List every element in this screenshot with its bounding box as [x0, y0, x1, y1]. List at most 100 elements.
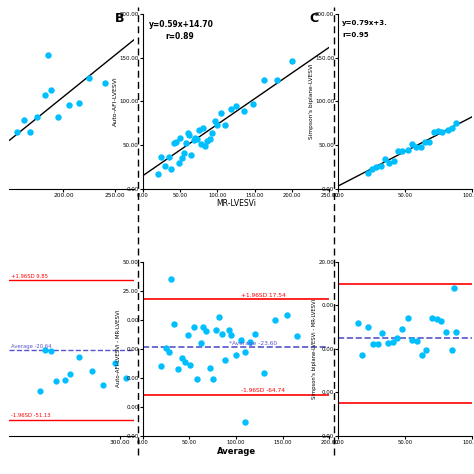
Point — [175, 159, 182, 167]
Point — [422, 346, 430, 354]
Point — [191, 135, 199, 142]
Point — [75, 353, 82, 361]
Point — [232, 102, 240, 110]
Point — [391, 157, 398, 165]
Point — [428, 314, 436, 322]
Point — [216, 314, 223, 321]
Point — [421, 139, 429, 146]
Point — [225, 326, 232, 334]
Point — [75, 99, 83, 107]
Point — [100, 381, 107, 389]
Point — [393, 334, 401, 341]
Y-axis label: Auto-AFI-LVESVi: Auto-AFI-LVESVi — [113, 77, 118, 126]
Point — [355, 319, 362, 327]
Point — [448, 124, 456, 132]
Point — [412, 143, 419, 151]
Point — [232, 351, 240, 358]
Point — [435, 127, 442, 135]
Point — [161, 163, 169, 170]
Point — [122, 374, 129, 382]
Text: r=0.95: r=0.95 — [342, 32, 369, 37]
Text: +1.96SD 17.54: +1.96SD 17.54 — [241, 293, 285, 298]
Point — [358, 351, 366, 359]
Point — [242, 419, 249, 426]
Point — [203, 137, 211, 145]
Point — [288, 57, 296, 65]
Point — [430, 128, 438, 136]
Point — [27, 128, 34, 136]
Point — [240, 107, 247, 115]
Point — [384, 339, 392, 346]
Point — [185, 131, 193, 138]
Y-axis label: Simpson's biplane-LVESVi - MR-LVESVi: Simpson's biplane-LVESVi - MR-LVESVi — [312, 299, 317, 399]
Point — [260, 369, 268, 376]
Text: -1.96SD -64.74: -1.96SD -64.74 — [241, 388, 285, 393]
Point — [174, 365, 182, 373]
Point — [85, 74, 93, 82]
Point — [66, 370, 74, 377]
Point — [293, 332, 301, 339]
Text: C: C — [309, 12, 318, 26]
X-axis label: Average: Average — [217, 447, 255, 456]
Point — [389, 338, 397, 346]
Point — [399, 147, 406, 155]
Point — [219, 330, 226, 338]
Point — [195, 127, 202, 134]
Point — [419, 351, 426, 359]
Text: y=0.79x+3.: y=0.79x+3. — [342, 20, 388, 27]
Point — [188, 152, 195, 159]
Point — [273, 76, 281, 84]
Point — [89, 367, 96, 375]
Point — [218, 109, 225, 117]
Text: B: B — [114, 12, 124, 26]
Point — [452, 119, 459, 127]
Point — [42, 346, 49, 354]
Point — [206, 364, 214, 371]
Point — [165, 349, 173, 356]
Text: -1.96SD -51.13: -1.96SD -51.13 — [10, 413, 50, 419]
Point — [167, 165, 175, 173]
Point — [44, 51, 52, 59]
Point — [251, 330, 259, 338]
Point — [170, 139, 178, 147]
Point — [193, 375, 201, 383]
Point — [13, 128, 20, 136]
Point — [249, 100, 257, 108]
Point — [368, 165, 375, 173]
Point — [209, 375, 217, 383]
Point — [242, 348, 249, 356]
Point — [212, 326, 219, 333]
Point — [61, 376, 69, 384]
Point — [364, 169, 372, 177]
Point — [374, 340, 382, 348]
Text: *Average -23.60: *Average -23.60 — [228, 340, 277, 346]
Point — [182, 139, 190, 147]
Point — [179, 154, 186, 162]
Point — [47, 86, 55, 94]
Point — [53, 377, 60, 384]
Text: y=0.59x+14.70: y=0.59x+14.70 — [149, 20, 214, 29]
Point — [65, 101, 73, 109]
Point — [448, 346, 456, 354]
Point — [369, 340, 377, 348]
Point — [197, 339, 204, 347]
Point — [221, 356, 228, 364]
Point — [272, 316, 279, 324]
Point — [443, 328, 450, 336]
Point — [162, 345, 170, 352]
Point — [173, 138, 180, 146]
Point — [450, 284, 458, 292]
Point — [237, 336, 245, 344]
Point — [379, 329, 386, 337]
Point — [111, 359, 118, 367]
Point — [200, 323, 207, 331]
Point — [47, 347, 55, 355]
Point — [41, 91, 48, 99]
Point — [184, 331, 191, 338]
Point — [170, 320, 177, 328]
Point — [408, 140, 415, 148]
Point — [372, 164, 379, 171]
Point — [404, 146, 411, 154]
Point — [364, 324, 372, 331]
Point — [101, 79, 109, 87]
